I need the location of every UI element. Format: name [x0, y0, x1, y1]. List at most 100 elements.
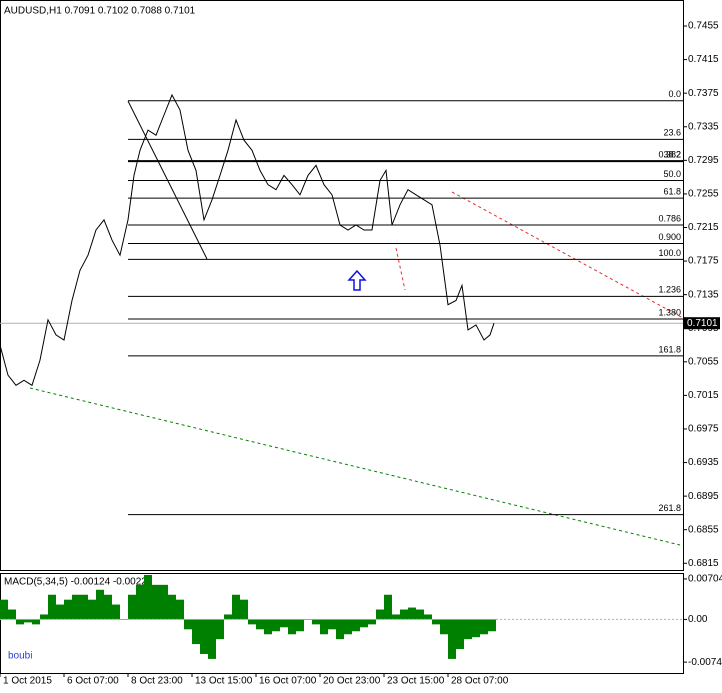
x-tick-label: 16 Oct 07:00 — [259, 676, 317, 687]
x-tick-label: 20 Oct 23:00 — [323, 676, 381, 687]
macd-bar — [472, 619, 480, 638]
macd-bar — [152, 584, 160, 620]
fib-label: 50.0 — [663, 169, 681, 179]
macd-bar — [192, 619, 200, 645]
macd-bar — [288, 619, 296, 635]
macd-bar — [312, 619, 320, 625]
macd-bar — [352, 619, 360, 632]
annotation: boubi — [8, 651, 32, 662]
y-tick-label: 0.7415 — [688, 54, 719, 65]
fib-label: 23.6 — [663, 128, 681, 138]
macd-bar — [96, 589, 104, 620]
macd-bar — [136, 584, 144, 620]
y-tick-label: 0.7255 — [688, 189, 719, 200]
fib-label: 0.900 — [658, 232, 681, 242]
fib-label: 0.382 — [658, 150, 681, 160]
fib-label: 261.8 — [658, 503, 681, 513]
macd-bar — [40, 614, 48, 620]
y-tick-label: 0.7375 — [688, 88, 719, 99]
y-tick-label: 0.6855 — [688, 524, 719, 535]
macd-bar — [24, 619, 32, 623]
fib-label: 1.380 — [658, 307, 681, 317]
fib-label: 0.786 — [658, 213, 681, 223]
macd-bar — [400, 609, 408, 620]
y-tick-label: 0.7295 — [688, 155, 719, 166]
trend-line-red — [395, 247, 406, 291]
fib-label: 61.8 — [663, 186, 681, 196]
y-tick-label: 0.7135 — [688, 289, 719, 300]
last-price-label: 0.7101 — [687, 318, 718, 329]
macd-bar — [392, 614, 400, 620]
macd-bar — [480, 619, 488, 635]
y-tick-label: 0.7455 — [688, 21, 719, 32]
macd-bar — [344, 619, 352, 635]
macd-bar — [232, 594, 240, 620]
last-price-box — [684, 317, 720, 330]
macd-bar — [104, 594, 112, 620]
x-tick-label: 23 Oct 15:00 — [387, 676, 445, 687]
macd-frame — [0, 573, 684, 674]
macd-bar — [440, 619, 448, 635]
macd-bar — [176, 599, 184, 620]
trend-line-green — [29, 387, 681, 546]
x-tick-label: 28 Oct 07:00 — [451, 676, 509, 687]
fib-label: 1.236 — [658, 285, 681, 295]
macd-bar — [72, 594, 80, 620]
macd-bar — [432, 619, 440, 625]
y-tick-label: 0.00 — [688, 614, 708, 625]
main-frame — [0, 0, 684, 571]
macd-bar — [424, 614, 432, 620]
y-tick-label: 0.6815 — [688, 558, 719, 569]
fib-label: 38.2 — [663, 150, 681, 160]
macd-bar — [224, 614, 232, 620]
trend-line-red — [451, 191, 684, 319]
arrow-up — [347, 269, 367, 291]
macd-bar — [328, 619, 336, 630]
fib-label: 161.8 — [658, 344, 681, 354]
macd-bar — [384, 594, 392, 620]
macd-bar — [168, 594, 176, 620]
macd-bar — [272, 619, 280, 632]
y-tick-label: 0.7015 — [688, 390, 719, 401]
macd-bar — [48, 594, 56, 620]
macd-bar — [360, 619, 368, 628]
macd-bar — [296, 619, 304, 632]
price-line — [0, 93, 495, 387]
fib-label: 0.0 — [668, 89, 681, 99]
macd-bar — [488, 619, 496, 632]
macd-bar — [0, 599, 8, 620]
macd-bar — [128, 594, 136, 620]
macd-bar — [320, 619, 328, 635]
macd-bar — [8, 609, 16, 620]
macd-bar — [80, 594, 88, 620]
macd-bar — [376, 609, 384, 620]
macd-bar — [256, 619, 264, 630]
y-tick-label: 0.7175 — [688, 256, 719, 267]
macd-bar — [200, 619, 208, 654]
x-tick-label: 13 Oct 15:00 — [195, 676, 253, 687]
macd-bar — [112, 604, 120, 620]
macd-bar — [336, 619, 344, 640]
macd-bar — [408, 607, 416, 620]
y-tick-label: 0.7215 — [688, 222, 719, 233]
macd-bar — [64, 599, 72, 620]
macd-bar — [416, 609, 424, 620]
macd-bar — [456, 619, 464, 650]
macd-bar — [160, 584, 168, 620]
y-tick-label: 0.7335 — [688, 121, 719, 132]
fib-label: 100.0 — [658, 248, 681, 258]
macd-bar — [16, 619, 24, 625]
macd-title: MACD(5,34,5) -0.00124 -0.00221 — [4, 577, 153, 588]
macd-bar — [208, 619, 216, 659]
y-tick-label: 0.6935 — [688, 457, 719, 468]
macd-bar — [88, 599, 96, 620]
y-tick-label: 0.7055 — [688, 356, 719, 367]
macd-bar — [448, 619, 456, 659]
macd-bar — [216, 619, 224, 640]
y-tick-label: 0.6895 — [688, 491, 719, 502]
y-tick-label: 0.6975 — [688, 424, 719, 435]
macd-bar — [464, 619, 472, 640]
macd-bar — [184, 619, 192, 630]
